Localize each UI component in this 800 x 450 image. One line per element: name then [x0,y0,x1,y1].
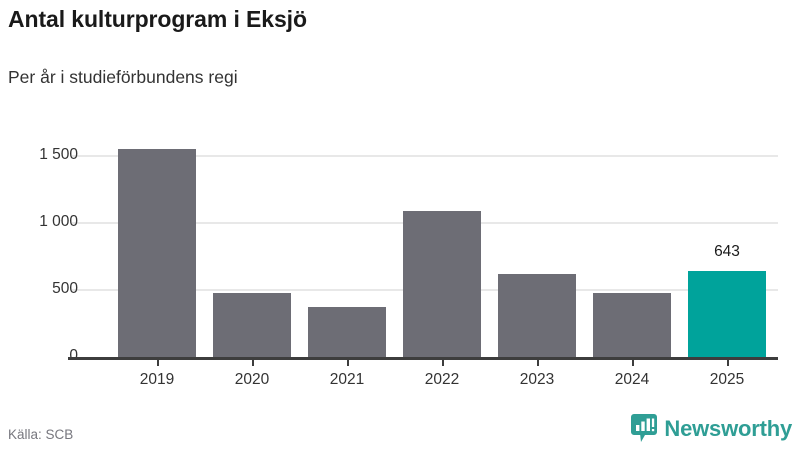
brand-name: Newsworthy [664,415,792,441]
y-axis-label: 1 000 [39,213,78,230]
y-axis-label: 1 500 [39,146,78,163]
bar-2024[interactable] [593,292,671,357]
source-note: Källa: SCB [8,427,74,442]
newsworthy-logo[interactable]: Newsworthy [631,414,792,443]
y-axis-label: 0 [69,347,78,364]
y-axis-tick [72,222,88,224]
x-axis-label-2020: 2020 [234,371,270,388]
x-axis-label-2021: 2021 [329,371,365,388]
chart-subtitle: Per år i studieförbundens regi [8,67,238,87]
x-axis-tick-2023 [537,357,539,366]
gridline [88,155,778,157]
x-axis-tick-2021 [347,357,349,366]
y-axis-label: 500 [52,280,78,297]
x-axis-label-2025: 2025 [709,371,745,388]
x-axis-tick-2019 [157,357,159,366]
x-axis-line [68,357,778,360]
bar-2022[interactable] [403,210,481,357]
bar-2019[interactable] [118,148,196,357]
bar-value-label-2025: 643 [714,242,740,260]
x-axis-tick-2025 [727,357,729,366]
y-axis-tick [72,289,88,291]
x-axis-label-2023: 2023 [519,371,555,388]
x-axis-label-2024: 2024 [614,371,650,388]
x-axis-label-2022: 2022 [424,371,460,388]
bar-2023[interactable] [498,274,576,357]
bar-2020[interactable] [213,292,291,357]
x-axis-tick-2020 [252,357,254,366]
x-axis-label-2019: 2019 [139,371,175,388]
chart-title: Antal kulturprogram i Eksjö [8,6,307,32]
bar-2021[interactable] [308,307,386,357]
x-axis-tick-2024 [632,357,634,366]
bar-chart-speech-bubble-icon [631,414,658,443]
x-axis-tick-2022 [442,357,444,366]
y-axis-tick [72,155,88,157]
bar-2025[interactable] [688,270,766,357]
